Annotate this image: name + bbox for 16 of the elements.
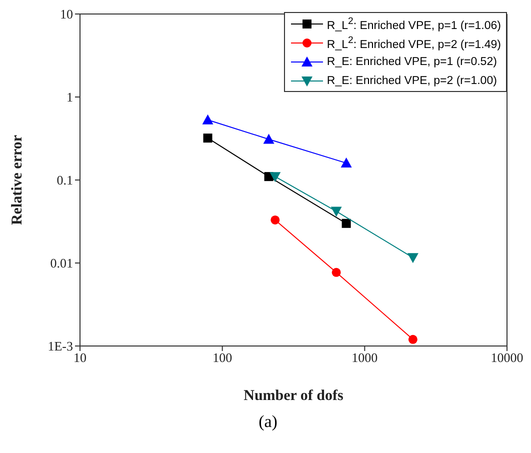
- x-tick-label: 10000: [490, 350, 524, 366]
- legend-label: R_E: Enriched VPE, p=1 (r=0.52): [326, 56, 497, 68]
- y-axis-title: Relative error: [9, 134, 26, 226]
- legend-label: R_L$^{2}$: Enriched VPE, p=2 (r=1.49): [326, 34, 501, 50]
- x-tick-label: 10: [74, 350, 86, 366]
- y-tick-label: 0.1: [56, 172, 73, 188]
- legend-label: R_L$^{2}$: Enriched VPE, p=1 (r=1.06): [326, 16, 501, 32]
- y-tick-label: 1E-3: [48, 338, 73, 354]
- y-tick-label: 1: [66, 90, 73, 105]
- x-axis-title: Number of dofs: [244, 388, 344, 404]
- legend-label: R_E: Enriched VPE, p=2 (r=1.00): [326, 74, 497, 86]
- y-tick-label: 0.01: [50, 256, 73, 271]
- x-tick-label: 1000: [352, 350, 378, 366]
- text: (a): [258, 412, 278, 432]
- y-tick-label: 10: [60, 6, 73, 22]
- x-tick-label: 100: [212, 350, 232, 366]
